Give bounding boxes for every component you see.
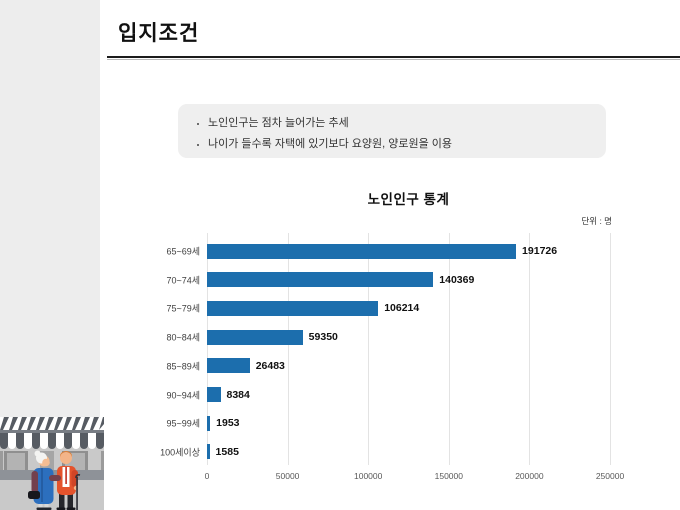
category-label: 65~69세 [166,246,200,257]
bar [207,387,221,402]
bar [207,300,379,316]
bar [207,243,517,259]
category-label: 100세이상 [160,447,200,458]
bar [207,444,210,460]
plot-area: 0 50000 100000 150000 200000 250000 65~69세 1917… [160,233,624,481]
notes-list: 노인인구는 점차 늘어가는 추세나이가 들수록 자택에 있기보다 요양원, 양로… [178,113,606,155]
x-axis-tick-label: 200000 [515,471,544,481]
category-label: 85~89세 [166,361,200,372]
note-item: 노인인구는 점차 늘어가는 추세 [208,113,606,134]
gridline [529,233,531,465]
x-axis-tick-label: 50000 [275,471,300,481]
gridline [207,233,208,465]
value-label: 1953 [216,417,240,430]
bar [207,329,303,345]
gridline [448,233,450,465]
category-label: 80~84세 [166,332,200,343]
category-label: 70~74세 [166,275,200,286]
bar [207,272,434,288]
title-underline [107,56,680,60]
elderly-couple-storefront-illustration [0,417,104,510]
awning-hatch [0,417,104,430]
elderly-man [56,451,81,510]
value-label: 140369 [439,273,475,286]
x-axis-tick-label: 0 [204,471,210,481]
category-label: 90~94세 [166,390,200,400]
value-label: 59350 [308,331,338,344]
x-axis-tick-label: 100000 [354,471,383,481]
value-label: 26483 [255,359,285,372]
x-axis-tick-label: 150000 [434,471,463,481]
chart-title: 노인인구 통계 [367,192,450,207]
x-axis-tick-label: 250000 [595,471,625,481]
gridline [368,233,370,465]
value-label: 8384 [226,388,250,401]
note-item: 나이가 들수록 자택에 있기보다 요양원, 양로원을 이용 [208,134,606,155]
category-label: 75~79세 [166,303,200,314]
bar [207,358,250,374]
gridline [610,233,611,465]
notes-box: 노인인구는 점차 늘어가는 추세나이가 들수록 자택에 있기보다 요양원, 양로… [178,104,606,158]
chart-unit-label: 단위 : 명 [581,216,612,226]
value-label: 106214 [384,302,420,315]
gridline [287,233,289,465]
value-label: 1585 [215,445,239,458]
elderly-population-chart: 노인인구 통계 단위 : 명 0 50000 100000 150000 200000 2… [107,182,660,492]
awning [0,433,104,449]
category-label: 95~99세 [166,418,200,429]
elderly-woman [28,450,61,510]
value-label: 191726 [522,245,558,257]
bar [207,415,211,431]
sidebar [0,0,104,510]
page-title: 입지조건 [118,22,200,45]
